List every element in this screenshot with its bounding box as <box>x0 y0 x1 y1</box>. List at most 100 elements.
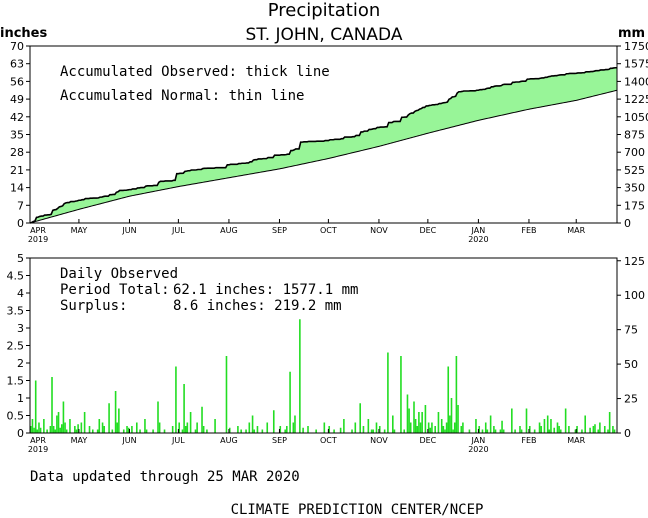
daily-bar <box>553 427 556 433</box>
daily-bar <box>103 426 105 433</box>
daily-bar <box>80 422 83 433</box>
bottom-left-tick-label: 2.5 <box>7 340 25 353</box>
daily-bar <box>54 429 57 433</box>
bottom-left-tick-label: 0.5 <box>7 410 25 423</box>
daily-bar <box>43 419 45 433</box>
daily-bar <box>455 356 458 433</box>
daily-bar <box>413 401 415 433</box>
daily-bar <box>584 415 586 433</box>
daily-bar <box>34 380 37 433</box>
top-month-label: JUL <box>171 226 185 235</box>
daily-bar <box>460 426 463 433</box>
daily-bar <box>136 422 138 433</box>
bottom-right-tick-label: 50 <box>624 358 638 371</box>
daily-bar <box>514 429 516 433</box>
daily-bar <box>393 429 396 433</box>
daily-bar <box>351 429 353 433</box>
bottom-year-label: 2020 <box>468 445 488 454</box>
surplus-label: Surplus: <box>60 298 127 314</box>
top-left-tick-label: 63 <box>10 58 24 71</box>
period-total-label: Period Total: <box>60 282 170 298</box>
daily-bar <box>429 427 432 433</box>
bottom-month-label: SEP <box>272 436 287 445</box>
daily-bar <box>378 426 381 433</box>
top-right-tick-label: 525 <box>624 164 645 177</box>
daily-bar <box>214 419 216 433</box>
daily-bar <box>228 427 231 433</box>
daily-bar <box>196 422 198 433</box>
daily-bar <box>225 356 228 433</box>
daily-bar <box>61 424 63 433</box>
daily-bar <box>449 415 451 433</box>
daily-bar <box>307 426 309 433</box>
daily-bar <box>568 426 570 433</box>
observed-line <box>29 66 617 224</box>
normal-line <box>29 89 618 224</box>
bottom-left-tick-label: 3.5 <box>7 305 25 318</box>
daily-bar <box>475 419 477 433</box>
daily-bar <box>206 429 208 433</box>
daily-bar <box>612 426 614 433</box>
daily-bar <box>152 429 154 433</box>
daily-bar <box>478 426 481 433</box>
top-month-label: NOV <box>370 226 388 235</box>
daily-bar <box>189 412 192 433</box>
daily-bar <box>261 429 264 433</box>
daily-bar <box>62 401 65 433</box>
top-year-label: 2020 <box>468 235 488 244</box>
daily-bar <box>421 412 423 433</box>
daily-bar <box>589 427 591 433</box>
daily-bar <box>253 429 255 433</box>
top-month-label: JAN <box>471 226 486 235</box>
daily-bar <box>126 426 128 433</box>
daily-bar <box>424 405 427 433</box>
daily-bar <box>279 426 282 433</box>
daily-bar <box>144 419 146 433</box>
daily-bar <box>51 377 53 433</box>
daily-bar <box>83 412 86 433</box>
daily-bar <box>98 419 101 433</box>
daily-bar <box>431 422 433 433</box>
daily-bar <box>434 426 436 433</box>
daily-bar <box>450 398 453 433</box>
daily-bar <box>49 426 52 433</box>
daily-bar <box>581 429 583 433</box>
daily-bar <box>501 420 503 433</box>
top-month-label: APR <box>30 226 46 235</box>
daily-bar <box>248 422 251 433</box>
daily-bar <box>540 426 542 433</box>
top-left-tick-label: 7 <box>17 199 24 212</box>
daily-bar <box>88 426 91 433</box>
daily-bar <box>163 429 166 433</box>
daily-bar <box>284 429 286 433</box>
top-month-label: OCT <box>320 226 337 235</box>
daily-bar <box>445 422 448 433</box>
daily-bar <box>328 426 331 433</box>
daily-bar <box>33 427 35 433</box>
daily-bar <box>181 429 184 433</box>
top-right-tick-label: 350 <box>624 182 645 195</box>
daily-bar <box>183 384 185 433</box>
daily-bar <box>145 429 148 433</box>
daily-bar <box>111 429 114 433</box>
daily-bar <box>56 415 58 433</box>
footer-updated: Data updated through 25 MAR 2020 <box>30 469 300 485</box>
top-right-tick-label: 1750 <box>624 40 648 53</box>
top-right-unit: mm <box>618 26 645 41</box>
daily-bar <box>315 429 317 433</box>
bottom-left-tick-label: 4.5 <box>7 270 25 283</box>
top-right-tick-label: 700 <box>624 146 645 159</box>
daily-bar <box>36 429 39 433</box>
bottom-right-tick-label: 25 <box>624 393 638 406</box>
top-month-label: DEC <box>419 226 436 235</box>
bottom-month-label: APR <box>30 436 46 445</box>
daily-bar <box>74 426 76 433</box>
daily-bar <box>69 419 71 433</box>
daily-bar <box>39 427 42 433</box>
daily-bar <box>108 403 110 433</box>
daily-bar <box>599 422 601 433</box>
daily-bar <box>101 422 104 433</box>
accumulated-panel: inches mm 0 0 7 175 14 350 21 525 28 700 35 875 42 10… <box>0 26 648 244</box>
daily-bar <box>202 426 205 433</box>
daily-bar <box>370 429 373 433</box>
